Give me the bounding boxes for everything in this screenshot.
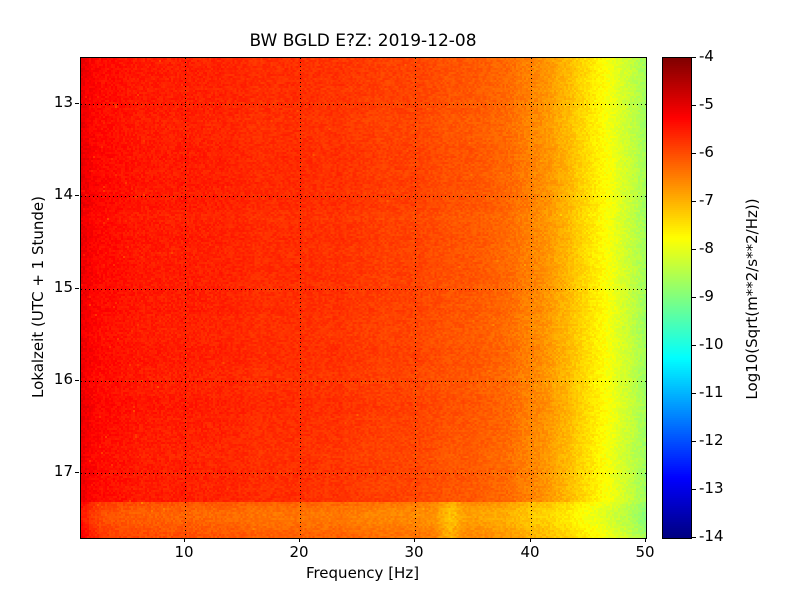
colorbar-tick-label: -13 xyxy=(699,479,724,497)
colorbar-tick-mark xyxy=(691,441,696,442)
colorbar-tick-mark xyxy=(691,345,696,346)
x-tick-label: 40 xyxy=(520,543,540,561)
y-tick-mark xyxy=(75,288,79,289)
colorbar-tick-mark xyxy=(691,153,696,154)
y-tick-label: 13 xyxy=(53,93,73,111)
spectrogram-image xyxy=(81,58,646,538)
y-tick-mark xyxy=(75,380,79,381)
x-tick-mark xyxy=(414,538,415,542)
x-tick-label: 20 xyxy=(289,543,309,561)
y-tick-mark xyxy=(75,472,79,473)
y-tick-label: 15 xyxy=(53,278,73,296)
x-tick-mark xyxy=(645,538,646,542)
colorbar[interactable] xyxy=(662,57,692,539)
spectrogram-axes[interactable] xyxy=(80,57,647,539)
y-tick-label: 17 xyxy=(53,462,73,480)
y-tick-label: 16 xyxy=(53,370,73,388)
x-tick-label: 10 xyxy=(174,543,194,561)
y-tick-mark xyxy=(75,195,79,196)
x-tick-label: 30 xyxy=(404,543,424,561)
page-title: BW BGLD E?Z: 2019-12-08 xyxy=(249,31,477,51)
colorbar-tick-label: -8 xyxy=(699,239,714,257)
colorbar-tick-label: -7 xyxy=(699,191,714,209)
colorbar-tick-label: -10 xyxy=(699,335,724,353)
colorbar-gradient xyxy=(663,58,691,538)
x-tick-mark xyxy=(530,538,531,542)
colorbar-tick-label: -6 xyxy=(699,143,714,161)
colorbar-tick-label: -14 xyxy=(699,527,724,545)
colorbar-tick-mark xyxy=(691,249,696,250)
x-tick-mark xyxy=(299,538,300,542)
colorbar-label: Log10(Sqrt(m**2/s**2/Hz)) xyxy=(743,198,761,400)
x-tick-label: 50 xyxy=(635,543,655,561)
colorbar-tick-label: -5 xyxy=(699,95,714,113)
colorbar-tick-label: -11 xyxy=(699,383,724,401)
colorbar-tick-mark xyxy=(691,537,696,538)
colorbar-tick-mark xyxy=(691,105,696,106)
colorbar-tick-label: -12 xyxy=(699,431,724,449)
x-axis-label: Frequency [Hz] xyxy=(305,564,420,582)
y-axis-label: Lokalzeit (UTC + 1 Stunde) xyxy=(29,196,47,398)
y-tick-mark xyxy=(75,103,79,104)
x-tick-mark xyxy=(184,538,185,542)
colorbar-tick-mark xyxy=(691,297,696,298)
colorbar-tick-mark xyxy=(691,489,696,490)
colorbar-tick-label: -4 xyxy=(699,47,714,65)
colorbar-tick-mark xyxy=(691,393,696,394)
colorbar-tick-mark xyxy=(691,57,696,58)
colorbar-tick-label: -9 xyxy=(699,287,714,305)
y-tick-label: 14 xyxy=(53,185,73,203)
colorbar-tick-mark xyxy=(691,201,696,202)
